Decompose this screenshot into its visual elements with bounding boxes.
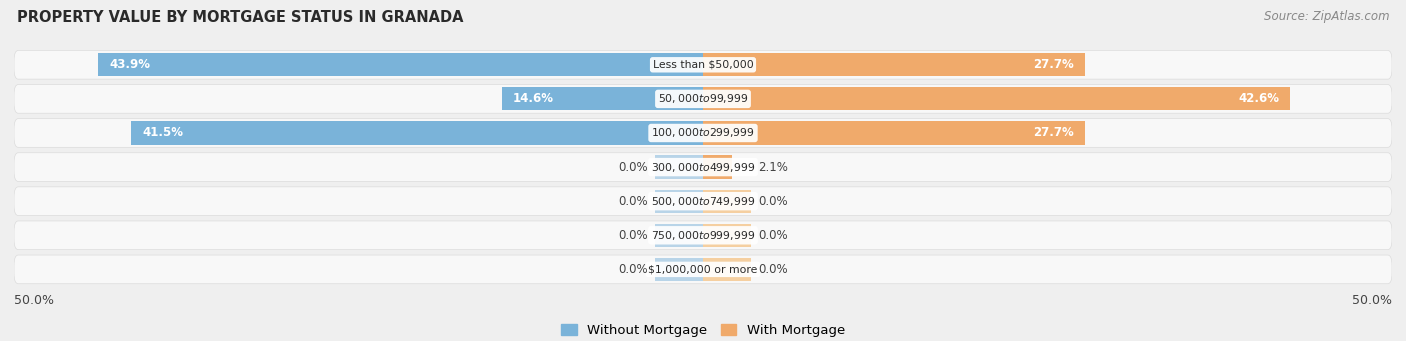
Text: 27.7%: 27.7% <box>1033 58 1074 71</box>
Text: 0.0%: 0.0% <box>758 195 787 208</box>
Text: $50,000 to $99,999: $50,000 to $99,999 <box>658 92 748 105</box>
Bar <box>98 53 703 76</box>
Text: PROPERTY VALUE BY MORTGAGE STATUS IN GRANADA: PROPERTY VALUE BY MORTGAGE STATUS IN GRA… <box>17 10 464 25</box>
FancyBboxPatch shape <box>14 50 1392 79</box>
Bar <box>703 258 751 281</box>
Text: 50.0%: 50.0% <box>1353 294 1392 307</box>
Bar <box>703 224 751 247</box>
Bar <box>502 87 703 110</box>
Text: 0.0%: 0.0% <box>619 161 648 174</box>
Bar <box>703 190 751 213</box>
Text: 0.0%: 0.0% <box>758 263 787 276</box>
Bar <box>703 53 1084 76</box>
Legend: Without Mortgage, With Mortgage: Without Mortgage, With Mortgage <box>555 318 851 341</box>
Text: 0.0%: 0.0% <box>619 195 648 208</box>
Text: 42.6%: 42.6% <box>1237 92 1279 105</box>
Bar <box>655 258 703 281</box>
Text: 0.0%: 0.0% <box>758 229 787 242</box>
Bar <box>703 155 733 179</box>
Bar <box>655 155 703 179</box>
Bar <box>655 190 703 213</box>
Text: 43.9%: 43.9% <box>110 58 150 71</box>
FancyBboxPatch shape <box>14 85 1392 113</box>
Text: 41.5%: 41.5% <box>142 127 183 139</box>
FancyBboxPatch shape <box>14 187 1392 216</box>
FancyBboxPatch shape <box>14 221 1392 250</box>
Bar <box>703 87 1289 110</box>
Text: $1,000,000 or more: $1,000,000 or more <box>648 264 758 275</box>
Text: $750,000 to $999,999: $750,000 to $999,999 <box>651 229 755 242</box>
Text: 27.7%: 27.7% <box>1033 127 1074 139</box>
Text: Source: ZipAtlas.com: Source: ZipAtlas.com <box>1264 10 1389 23</box>
Text: 0.0%: 0.0% <box>619 229 648 242</box>
Text: $100,000 to $299,999: $100,000 to $299,999 <box>651 127 755 139</box>
Text: 14.6%: 14.6% <box>513 92 554 105</box>
Text: 0.0%: 0.0% <box>619 263 648 276</box>
Bar <box>703 121 1084 145</box>
FancyBboxPatch shape <box>14 119 1392 147</box>
Text: $500,000 to $749,999: $500,000 to $749,999 <box>651 195 755 208</box>
FancyBboxPatch shape <box>14 255 1392 284</box>
Text: $300,000 to $499,999: $300,000 to $499,999 <box>651 161 755 174</box>
Bar <box>655 224 703 247</box>
Text: Less than $50,000: Less than $50,000 <box>652 60 754 70</box>
Text: 2.1%: 2.1% <box>758 161 787 174</box>
Text: 50.0%: 50.0% <box>14 294 53 307</box>
Bar <box>131 121 703 145</box>
FancyBboxPatch shape <box>14 153 1392 181</box>
